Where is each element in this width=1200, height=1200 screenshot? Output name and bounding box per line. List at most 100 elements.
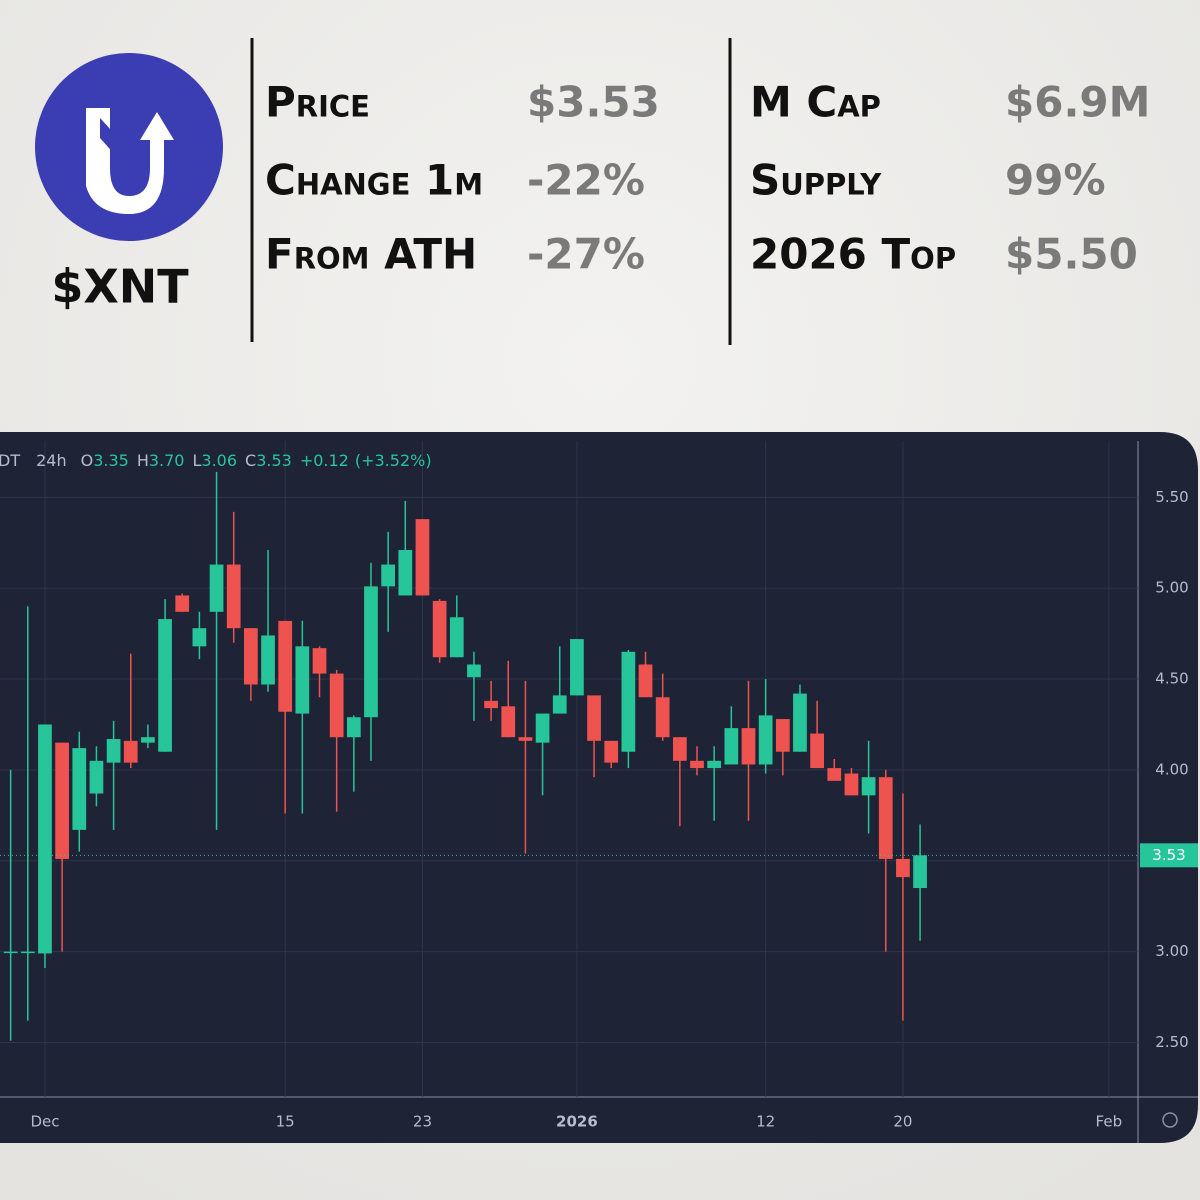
legend-item: +0.12 [300,451,349,470]
stat-label: M Cap [750,78,881,127]
candle-body [878,777,893,859]
candle-body [638,664,653,698]
y-tick-label: 3.00 [1155,942,1188,960]
legend-item: 24h [36,451,67,470]
y-tick-label: 2.50 [1155,1033,1188,1051]
candle-body [484,700,498,709]
ticker: $XNT [51,260,189,314]
x-tick-label: Feb [1096,1113,1123,1131]
stat-value: $6.9M [1005,78,1150,127]
y-tick-label: 5.50 [1155,488,1188,506]
candle-body [312,648,327,674]
candle-body [655,697,670,738]
legend-item: O [81,451,94,470]
stat-value: $5.50 [1005,230,1138,279]
y-tick-label: 5.00 [1155,579,1188,597]
candle-body [690,760,704,769]
candle-body [141,737,155,743]
legend-item: C [245,451,256,470]
candle-body [364,586,378,718]
stat-label: From ATH [265,230,477,279]
candle-body [449,617,464,658]
y-tick-label: 4.00 [1155,760,1188,778]
candle-body [209,564,224,612]
candle-body [518,737,533,741]
legend-item: 3.53 [256,451,292,470]
candle-body [381,564,396,587]
candle-body [123,740,138,763]
candle-body [278,620,293,712]
legend-item: L [192,451,201,470]
stat-label: Price [265,78,370,127]
settings-icon[interactable] [1162,1112,1178,1128]
candle-body [192,628,207,647]
candle-body [861,777,876,796]
logo-circle [35,53,223,241]
ohlc-legend: DT 24h O3.35 H3.70 L3.06 C3.53 +0.12 (+3.52%) [0,451,432,470]
logo [35,53,223,241]
x-tick-label: 2026 [556,1113,598,1131]
y-tick-label: 4.50 [1155,670,1188,688]
legend-item: DT [0,451,20,470]
x-tick-label: 15 [276,1113,295,1131]
stat-value: $3.53 [527,78,660,127]
stat-value: 99% [1005,156,1106,205]
legend-item: 3.35 [93,451,129,470]
candle-body [3,951,18,954]
candle-body [844,773,859,796]
candle-body [758,715,773,765]
candle-body [793,693,807,752]
candle-body [261,635,275,685]
stat-value: -27% [527,230,645,279]
candle-body [346,717,361,738]
candle-body [552,695,567,714]
candle-body [570,639,584,696]
stat-label: Change 1m [265,156,483,205]
candle-body [20,951,35,954]
candle-body [72,748,87,830]
candle-body [501,706,516,738]
candle-body [604,740,619,763]
candle-body [741,728,756,765]
candle-body [432,600,447,658]
candle-body [587,695,601,741]
candle-body [775,719,790,752]
candle-body [89,760,104,794]
x-tick-label: 20 [893,1113,912,1131]
candle-body [158,619,172,752]
candle-body [38,724,52,954]
legend-item: 3.70 [149,451,185,470]
chart-background [0,432,1198,1143]
legend-item: 3.06 [201,451,237,470]
candle-body [329,673,344,738]
candle-body [398,550,413,596]
stat-label: 2026 Top [750,230,956,279]
stat-label: Supply [750,156,882,205]
legend-item: (+3.52%) [355,451,432,470]
stats: Price $3.53 Change 1m -22% From ATH -27% M Cap… [265,78,1150,279]
candle-body [226,564,241,629]
candle-body [913,855,927,889]
legend-item: H [137,451,149,470]
x-tick-label: 23 [413,1113,432,1131]
stat-value: -22% [527,156,645,205]
last-price-label: 3.53 [1152,846,1185,864]
candle-body [810,733,824,769]
candle-body [535,713,550,743]
last-price-box [1140,843,1198,868]
candle-body [415,519,430,596]
candle-body [621,651,636,752]
candle-body [106,739,121,763]
candle-body [827,768,842,781]
candle-body [724,728,739,765]
chart: 2.503.003.504.004.505.005.50Dec152320261… [0,441,1198,1131]
candle-body [896,858,910,878]
candle-body [55,742,69,859]
logo-cut [100,118,146,176]
chart-panel [0,432,1198,1143]
plot-area [3,471,927,1041]
x-tick-label: 12 [756,1113,775,1131]
candle-body [295,646,310,714]
candle-body [244,628,258,685]
